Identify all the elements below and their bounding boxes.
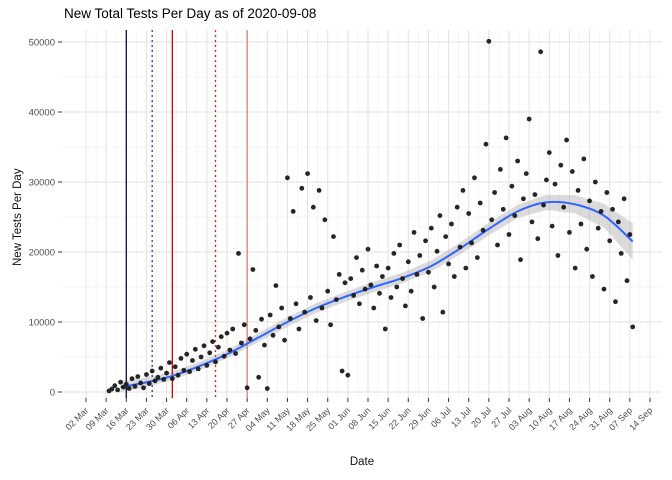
svg-text:06 Apr: 06 Apr xyxy=(166,405,191,430)
grid-minor xyxy=(62,30,662,398)
svg-text:30 Mar: 30 Mar xyxy=(144,405,171,432)
x-axis-title: Date xyxy=(349,456,375,468)
svg-text:10000: 10000 xyxy=(29,318,55,329)
svg-text:20 Jul: 20 Jul xyxy=(469,405,493,429)
smooth-trend-line xyxy=(120,200,634,389)
svg-text:13 Apr: 13 Apr xyxy=(186,405,211,430)
svg-text:29 Jun: 29 Jun xyxy=(407,405,433,431)
svg-text:40000: 40000 xyxy=(29,108,55,119)
panel-background xyxy=(62,30,662,398)
svg-text:30000: 30000 xyxy=(29,178,55,189)
y-axis-tick-labels: 0 10000 20000 30000 40000 50000 xyxy=(29,38,55,399)
axis-ticks xyxy=(58,41,651,402)
chart-title: New Total Tests Per Day as of 2020-09-08 xyxy=(64,6,317,21)
svg-text:06 Jul: 06 Jul xyxy=(429,405,453,429)
svg-text:0: 0 xyxy=(50,388,55,399)
y-axis-title: New Tests Per Day xyxy=(12,168,24,266)
svg-text:13 Jul: 13 Jul xyxy=(449,405,473,429)
scatter-points xyxy=(106,38,636,394)
event-vlines xyxy=(125,30,248,398)
svg-text:20 Apr: 20 Apr xyxy=(206,405,231,430)
svg-text:20000: 20000 xyxy=(29,248,55,259)
svg-text:50000: 50000 xyxy=(29,38,55,49)
